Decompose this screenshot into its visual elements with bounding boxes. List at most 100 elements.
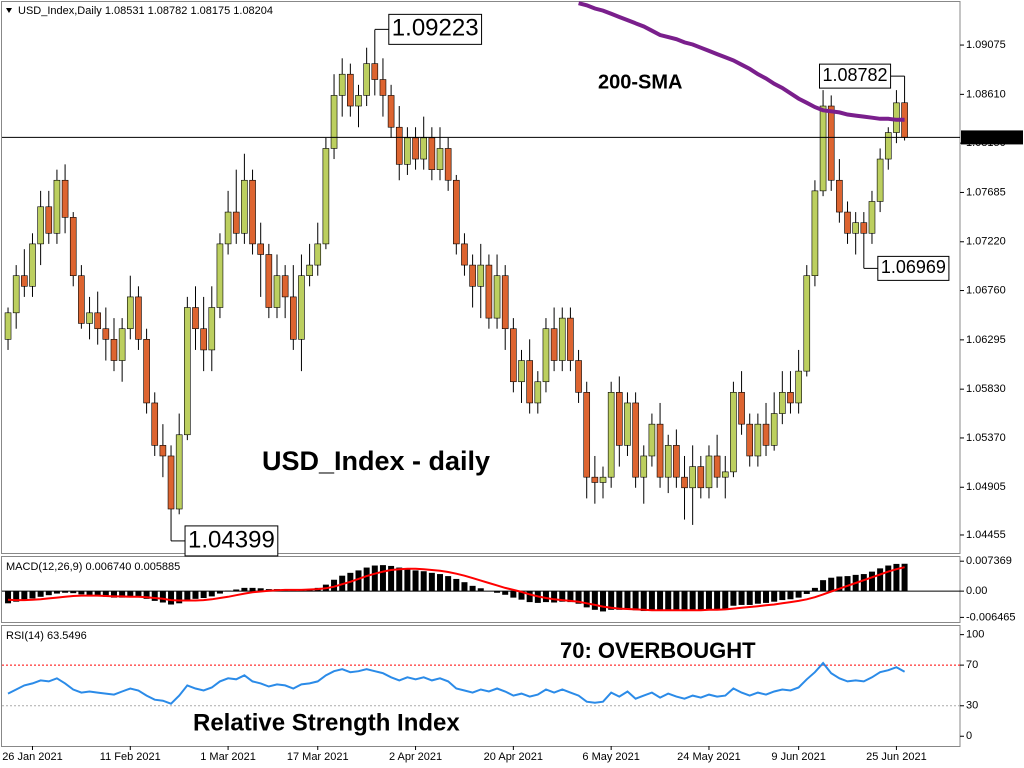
candle-body (322, 148, 330, 245)
x-tick-label: 24 May 2021 (677, 751, 741, 763)
candle-body (607, 392, 615, 478)
macd-bar (632, 591, 639, 611)
candle-body (110, 339, 118, 361)
candle-body (510, 328, 517, 383)
macd-bar (371, 565, 378, 592)
macd-bar (836, 576, 843, 592)
macd-bar (583, 591, 590, 608)
x-tick-label: 11 Feb 2021 (100, 751, 161, 763)
macd-bar (62, 591, 69, 593)
candle-body (876, 158, 884, 202)
macd-bar (94, 591, 101, 596)
y-tick-label: 1.04905 (966, 481, 1006, 493)
macd-bar (200, 591, 207, 599)
macd-bar (396, 567, 403, 592)
candle-body (78, 275, 85, 324)
macd-bar (510, 591, 517, 598)
macd-bar (143, 591, 150, 599)
candle-body (420, 137, 428, 160)
candle-body (29, 243, 36, 287)
macd-bar (722, 591, 729, 609)
current-price-box (961, 130, 1023, 145)
candle-body (281, 275, 289, 298)
macd-title: MACD(12,26,9) 0.006740 0.005885 (6, 561, 180, 573)
x-tick-label: 6 May 2021 (582, 751, 639, 763)
candle-body (363, 63, 370, 96)
macd-bar (673, 591, 680, 611)
macd-bar (151, 591, 158, 601)
candle-body (477, 264, 485, 287)
macd-bar (257, 588, 264, 592)
macd-bar (893, 563, 900, 592)
macd-bar (559, 591, 566, 602)
candle-body (624, 402, 631, 446)
price-label: 1.06969 (881, 257, 946, 277)
candle-body (379, 79, 387, 96)
candle-body (298, 275, 305, 340)
candle-body (151, 402, 159, 446)
candle-body (632, 402, 639, 478)
candle-body (102, 328, 110, 340)
candle-body (86, 312, 93, 324)
macd-bar (820, 580, 827, 592)
candle-body (787, 392, 794, 404)
chart-title: USD_Index,Daily 1.08531 1.08782 1.08175 … (18, 5, 273, 17)
macd-bar (616, 591, 623, 610)
macd-bar (412, 570, 419, 592)
rsi-line (7, 661, 906, 705)
macd-bar (648, 591, 655, 611)
candle-body (779, 392, 786, 414)
candle-body (803, 275, 811, 372)
price-label-box (388, 13, 483, 45)
candle-body (689, 466, 696, 489)
candle-body (412, 137, 419, 160)
macd-bar (681, 591, 688, 612)
macd-bar (70, 591, 77, 594)
candle-body (330, 95, 338, 149)
candle-body (673, 445, 680, 478)
macd-bar (795, 591, 802, 598)
macd-bar (844, 576, 851, 592)
candle-body (599, 476, 607, 483)
macd-bar (763, 591, 770, 603)
macd-bar (37, 591, 44, 597)
candle-body (404, 137, 411, 165)
candle-body (575, 360, 582, 393)
candle-body (550, 328, 558, 361)
candle-body (542, 328, 550, 383)
candle-body (884, 132, 892, 160)
candle-body (257, 243, 264, 255)
macd-bar (445, 576, 452, 592)
macd-bar (168, 591, 175, 605)
macd-bar (428, 572, 435, 592)
candle-body (591, 476, 599, 483)
candle-body (224, 211, 232, 245)
candle-body (860, 222, 868, 234)
candle-body (94, 312, 101, 330)
candle-body (53, 179, 61, 234)
candle-body (241, 179, 248, 234)
y-tick-label: 1.05830 (966, 383, 1006, 395)
signal-line (7, 566, 905, 612)
macd-bar (551, 591, 558, 603)
price-label: 1.04399 (188, 526, 275, 553)
candle-body (836, 179, 843, 213)
macd-bar (868, 571, 875, 592)
candle-body (232, 211, 240, 234)
y-tick-label: 0 (966, 730, 972, 742)
price-label-box (818, 63, 892, 89)
macd-bar (567, 591, 574, 603)
macd-bar (787, 591, 794, 600)
overbought-label: 70: OVERBOUGHT (560, 638, 756, 663)
rsi-label: Relative Strength Index (193, 709, 460, 736)
candle-body (485, 264, 493, 319)
candle-body (273, 275, 281, 308)
macd-bar (53, 591, 60, 594)
macd-bar (86, 591, 93, 596)
macd-bar (102, 591, 109, 597)
macd-bar (208, 591, 215, 597)
macd-bar (803, 591, 810, 594)
candle-body (795, 370, 802, 404)
